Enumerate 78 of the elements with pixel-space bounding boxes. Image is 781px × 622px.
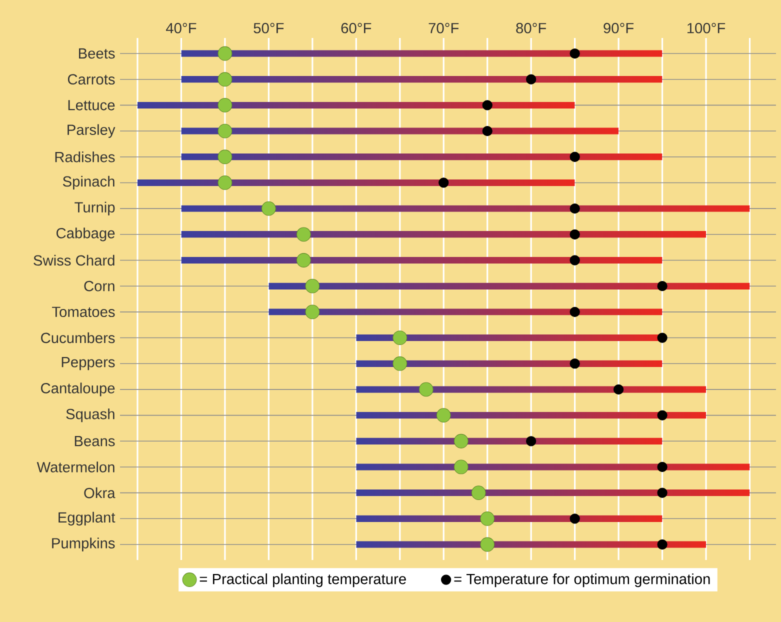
- bar: [181, 154, 662, 160]
- x-tick-label: 80°F: [516, 22, 546, 34]
- point: [296, 227, 311, 242]
- point: [613, 384, 624, 395]
- bar: [137, 102, 575, 109]
- point: [392, 330, 408, 345]
- point: [657, 462, 668, 472]
- y-tick-label: Cabbage: [56, 228, 115, 242]
- point: [454, 460, 468, 474]
- bar: [356, 489, 750, 496]
- y-tick-label: Swiss Chard: [34, 254, 114, 266]
- y-tick-label: Okra: [84, 487, 116, 498]
- y-tick-label: Spinach: [62, 176, 114, 190]
- y-tick-label: Carrots: [68, 74, 115, 85]
- y-tick-label: Cucumbers: [41, 332, 115, 344]
- point: [657, 539, 668, 550]
- point: [438, 178, 449, 188]
- point: [305, 278, 320, 294]
- point: [570, 48, 580, 59]
- bar: [181, 256, 662, 264]
- point: [570, 306, 580, 317]
- point: [305, 304, 320, 320]
- y-tick-label: Watermelon: [36, 462, 114, 472]
- bar: [268, 282, 750, 290]
- y-tick-label: Corn: [84, 280, 114, 292]
- point: [570, 203, 580, 214]
- x-tick-label: 60°F: [341, 22, 372, 34]
- point: [218, 124, 232, 138]
- point: [218, 98, 232, 112]
- point: [218, 150, 232, 164]
- point: [570, 255, 580, 266]
- point: [261, 201, 276, 216]
- point: [657, 281, 668, 292]
- point: [570, 229, 580, 240]
- y-tick-label: Tomatoes: [52, 306, 115, 318]
- point: [296, 253, 311, 268]
- point: [526, 74, 536, 84]
- y-tick-label: Radishes: [55, 151, 115, 162]
- x-tick-label: 100°F: [687, 22, 726, 34]
- point: [657, 410, 668, 420]
- point: [570, 514, 580, 524]
- y-tick-label: Turnip: [74, 202, 115, 216]
- point: [570, 152, 580, 162]
- point: [436, 408, 451, 422]
- point: [454, 434, 468, 448]
- legend-label: = Practical planting temperature: [200, 573, 406, 588]
- y-tick-label: Pumpkins: [52, 538, 115, 552]
- legend-label: = Temperature for optimum germination: [454, 573, 710, 588]
- y-tick-label: Lettuce: [68, 100, 115, 110]
- x-tick-label: 70°F: [428, 22, 459, 34]
- y-tick-label: Beans: [74, 436, 115, 446]
- point: [526, 436, 536, 446]
- point: [218, 72, 232, 87]
- point: [657, 332, 668, 343]
- point: [218, 176, 232, 190]
- y-tick-label: Squash: [66, 408, 114, 422]
- point: [218, 46, 232, 61]
- point: [570, 358, 580, 369]
- bar: [181, 76, 662, 83]
- point: [482, 126, 492, 136]
- bar: [181, 231, 706, 238]
- point: [480, 537, 495, 552]
- y-tick-label: Beets: [79, 48, 115, 59]
- x-tick-label: 40°F: [166, 22, 196, 34]
- point: [471, 486, 486, 500]
- bar: [137, 179, 575, 186]
- point: [480, 511, 495, 526]
- y-tick-label: Parsley: [68, 124, 116, 138]
- y-tick-label: Cantaloupe: [41, 382, 115, 396]
- point: [657, 488, 668, 498]
- y-tick-label: Peppers: [62, 357, 115, 370]
- point: [392, 356, 408, 371]
- point: [418, 382, 434, 397]
- x-tick-label: 50°F: [254, 22, 284, 34]
- point: [482, 100, 492, 110]
- x-tick-label: 90°F: [604, 22, 634, 34]
- bar: [356, 412, 706, 419]
- y-tick-label: Eggplant: [58, 512, 116, 526]
